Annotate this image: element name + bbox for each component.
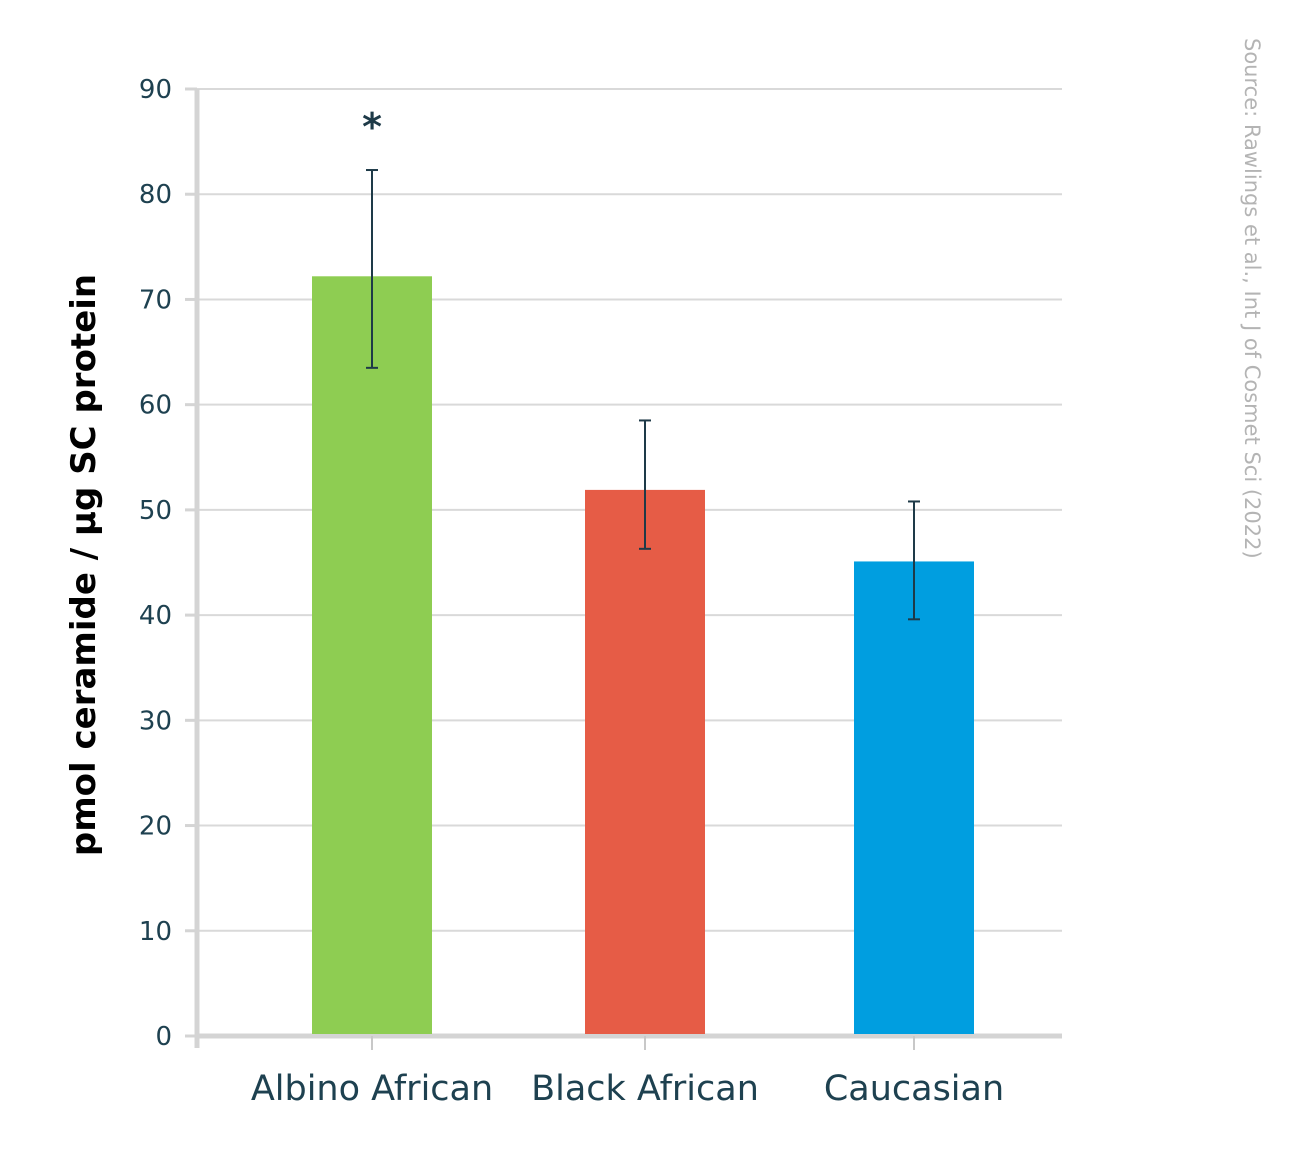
error-bars: * <box>362 105 920 621</box>
source-note: Source: Rawlings et al., Int J of Cosmet… <box>1240 38 1264 559</box>
y-tick-label: 90 <box>139 75 172 105</box>
y-tick-label: 50 <box>139 496 172 526</box>
y-tick-label: 0 <box>155 1022 172 1052</box>
y-tick-labels: 0 10 20 30 40 50 60 70 80 90 <box>139 75 172 1052</box>
axes <box>185 87 1062 1050</box>
y-tick-label: 60 <box>139 391 172 421</box>
y-tick-label: 30 <box>139 706 172 736</box>
x-tick-label: Caucasian <box>824 1069 1004 1109</box>
bar <box>854 561 974 1034</box>
x-tick-label: Black African <box>531 1069 759 1109</box>
bar <box>312 276 432 1035</box>
bar <box>585 489 705 1034</box>
x-tick-labels: Albino African Black African Caucasian <box>251 1069 1004 1109</box>
y-axis-label: pmol ceramide / µg SC protein <box>64 274 104 856</box>
y-tick-label: 20 <box>139 812 172 842</box>
y-tick-label: 40 <box>139 601 172 631</box>
x-tick-label: Albino African <box>251 1069 493 1109</box>
y-tick-label: 10 <box>139 917 172 947</box>
y-tick-label: 80 <box>139 180 172 210</box>
bars <box>312 276 974 1035</box>
y-tick-label: 70 <box>139 285 172 315</box>
significance-marker: * <box>362 105 382 149</box>
